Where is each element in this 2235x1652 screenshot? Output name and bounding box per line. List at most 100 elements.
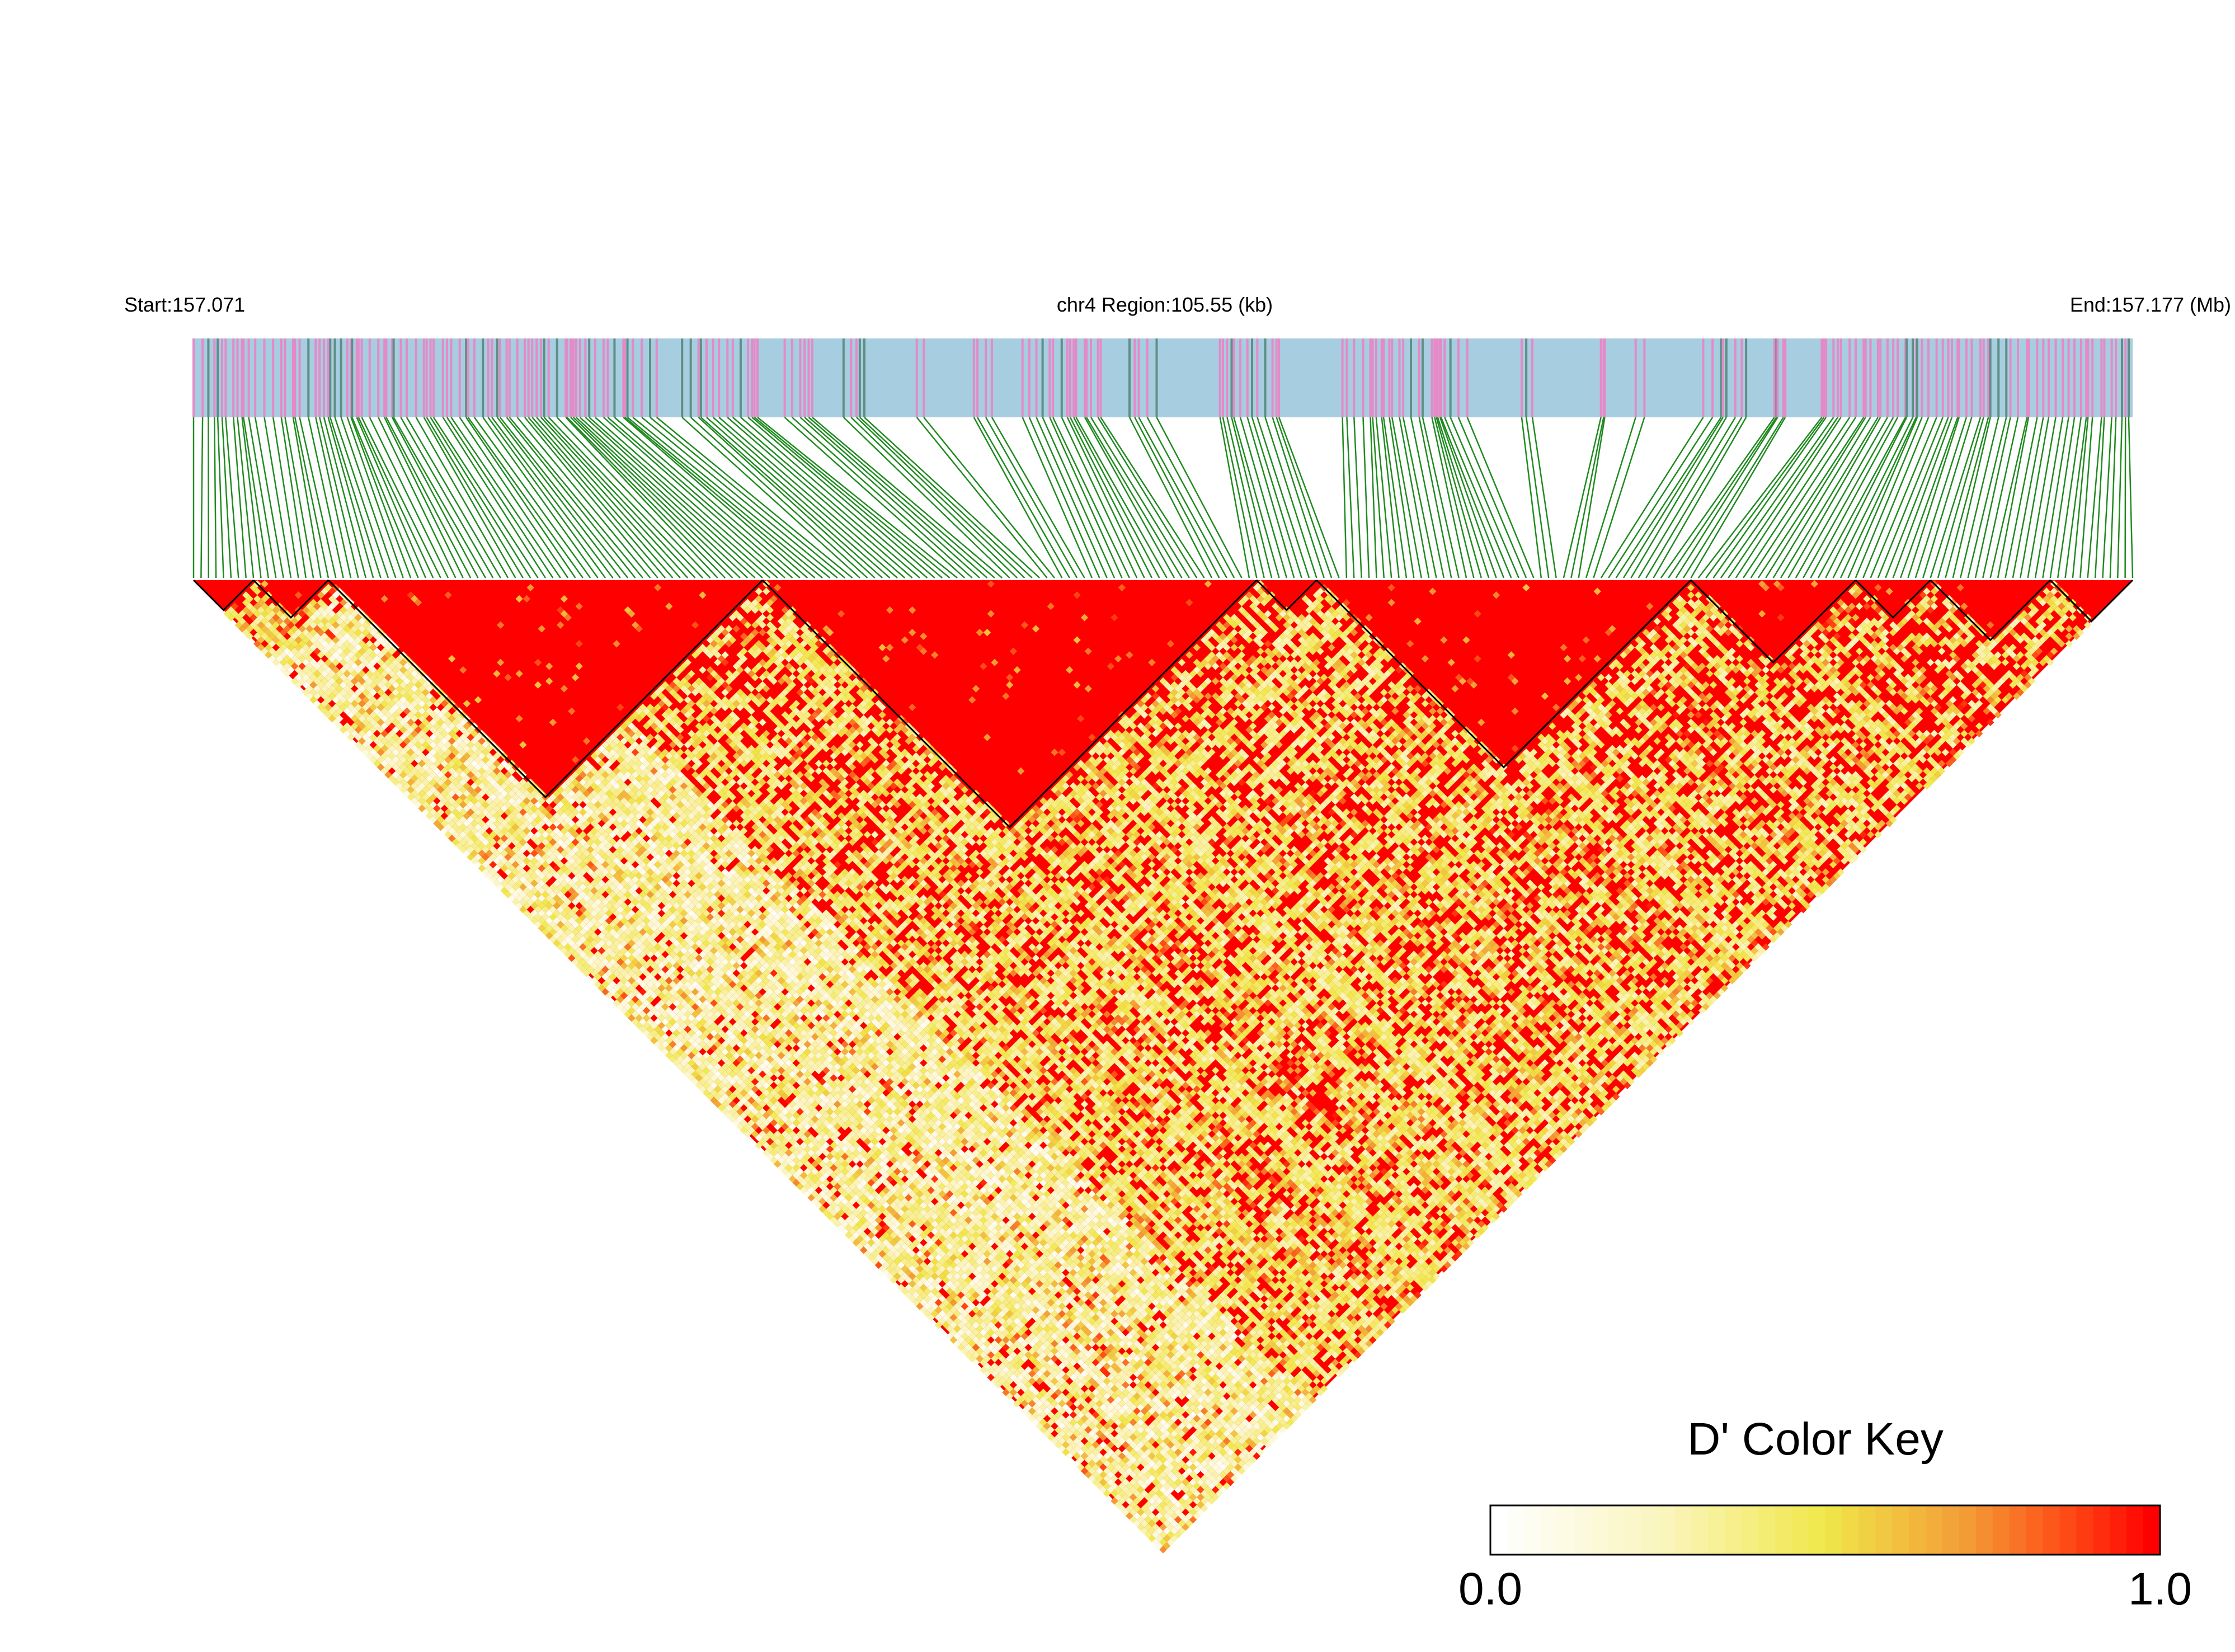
snp-marker bbox=[2017, 338, 2020, 417]
snp-connector bbox=[2020, 417, 2050, 578]
ld-cell bbox=[1077, 1463, 1085, 1471]
snp-connector bbox=[1375, 417, 1392, 578]
snp-marker bbox=[1892, 338, 1895, 417]
ld-cell bbox=[504, 891, 512, 898]
ld-cell bbox=[676, 1055, 684, 1063]
snp-marker bbox=[739, 338, 742, 417]
ld-cell bbox=[336, 714, 344, 723]
snp-connector bbox=[566, 417, 726, 578]
ld-cell bbox=[238, 617, 246, 625]
ld-cell bbox=[676, 1063, 684, 1071]
snp-connector bbox=[280, 417, 307, 578]
ld-cell bbox=[1126, 1504, 1133, 1513]
ld-cell bbox=[972, 1351, 980, 1359]
snp-marker bbox=[385, 338, 388, 417]
ld-cell bbox=[909, 1287, 916, 1296]
snp-connector bbox=[1825, 417, 1908, 578]
ld-cell bbox=[230, 603, 239, 610]
snp-connector bbox=[681, 417, 860, 578]
ld-heatmap bbox=[194, 580, 2133, 1554]
ld-cell bbox=[834, 1220, 841, 1228]
snp-connector bbox=[2064, 417, 2087, 578]
snp-marker bbox=[425, 338, 428, 417]
ld-cell bbox=[1151, 1538, 1160, 1546]
snp-connector bbox=[727, 417, 913, 578]
snp-connector bbox=[589, 417, 771, 578]
ld-cell bbox=[830, 1209, 837, 1217]
ld-cell bbox=[542, 913, 549, 921]
ld-cell bbox=[699, 1077, 707, 1086]
snp-connector bbox=[1100, 417, 1205, 578]
ld-cell bbox=[474, 853, 482, 861]
snp-connector bbox=[2087, 417, 2102, 578]
ld-cell bbox=[590, 962, 598, 969]
snp-marker bbox=[355, 338, 358, 417]
ld-cell bbox=[964, 1351, 972, 1359]
ld-cell bbox=[755, 1141, 763, 1150]
snp-connector bbox=[384, 417, 464, 578]
snp-connector bbox=[623, 417, 808, 578]
ld-cell bbox=[242, 621, 250, 629]
ld-cell bbox=[1047, 1433, 1055, 1441]
ld-cell bbox=[1091, 1478, 1100, 1486]
ld-cell bbox=[362, 741, 370, 749]
ld-cell bbox=[818, 1198, 826, 1206]
snp-connector bbox=[1399, 417, 1430, 578]
ld-cell bbox=[418, 789, 426, 798]
ld-cell bbox=[571, 943, 580, 951]
ld-cell bbox=[852, 1239, 860, 1247]
snp-marker bbox=[1221, 338, 1224, 417]
snp-connector bbox=[1668, 417, 1777, 578]
snp-marker bbox=[482, 338, 484, 417]
snp-marker bbox=[467, 338, 469, 417]
snp-connector bbox=[1817, 417, 1907, 578]
snp-connector bbox=[627, 417, 823, 578]
ld-cell bbox=[886, 1272, 894, 1281]
snp-connector bbox=[351, 417, 419, 578]
ld-cell bbox=[841, 1220, 849, 1228]
snp-connector bbox=[1061, 417, 1138, 578]
ld-cell bbox=[444, 816, 452, 823]
snp-marker bbox=[201, 338, 204, 417]
snp-marker bbox=[858, 338, 861, 417]
snp-connector bbox=[1780, 417, 1879, 578]
snp-marker bbox=[1916, 338, 1919, 417]
ld-cell bbox=[646, 1033, 655, 1041]
snp-connector bbox=[2042, 417, 2069, 578]
ld-cell bbox=[945, 1325, 954, 1333]
ld-cell bbox=[657, 1037, 666, 1044]
snp-connector bbox=[1219, 417, 1250, 578]
ld-cell bbox=[980, 1366, 987, 1374]
snp-connector bbox=[294, 417, 330, 578]
snp-marker bbox=[422, 338, 425, 417]
ld-cell bbox=[994, 1381, 1003, 1389]
snp-marker bbox=[1418, 338, 1420, 417]
snp-connector bbox=[1795, 417, 1888, 578]
ld-cell bbox=[246, 625, 254, 633]
snp-marker bbox=[1433, 338, 1436, 417]
ld-cell bbox=[1163, 1542, 1171, 1550]
snp-connector bbox=[292, 417, 322, 578]
ld-cell bbox=[324, 703, 332, 712]
snp-marker bbox=[1603, 338, 1606, 417]
ld-cell bbox=[459, 838, 467, 846]
snp-connector bbox=[1757, 417, 1865, 578]
ld-cell bbox=[336, 722, 344, 730]
snp-connector bbox=[1264, 417, 1318, 578]
ld-cell bbox=[774, 1152, 782, 1161]
snp-connector bbox=[1743, 417, 1851, 578]
snp-connector bbox=[740, 417, 928, 578]
ld-cell bbox=[624, 1010, 632, 1018]
snp-marker bbox=[1825, 338, 1828, 417]
snp-marker bbox=[1947, 338, 1950, 417]
snp-connector bbox=[747, 417, 935, 578]
snp-marker bbox=[807, 338, 810, 417]
snp-marker bbox=[2100, 338, 2103, 417]
snp-marker bbox=[1275, 338, 1278, 417]
snp-connector bbox=[400, 417, 494, 578]
snp-marker bbox=[539, 338, 542, 417]
ld-cell bbox=[467, 838, 474, 846]
ld-cell bbox=[313, 700, 321, 708]
snp-marker bbox=[491, 338, 493, 417]
snp-marker bbox=[192, 338, 195, 417]
